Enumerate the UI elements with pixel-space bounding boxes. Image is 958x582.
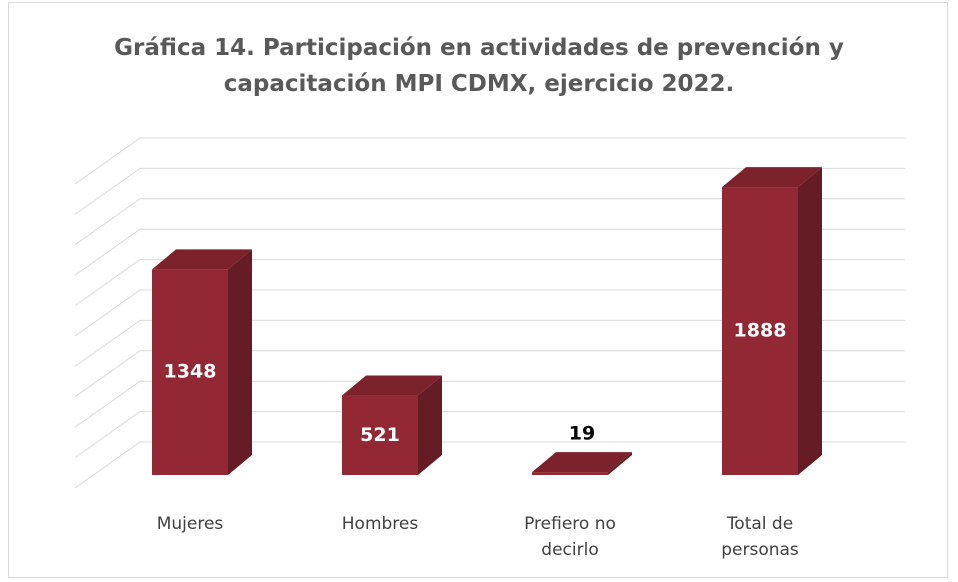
data-label: 1348 [164, 361, 217, 383]
chart-title: Gráfica 14. Participación en actividades… [114, 35, 844, 97]
grid-line [74, 350, 905, 398]
bar-side [798, 167, 822, 475]
bar-top [342, 375, 442, 396]
bar [532, 472, 608, 475]
grid-line [74, 380, 905, 428]
grid-line [74, 289, 905, 337]
grid-line [74, 259, 905, 307]
data-label: 521 [360, 424, 400, 446]
bar-top [532, 452, 632, 473]
x-tick-label: Hombres [341, 514, 419, 534]
x-tick-label: Prefiero no decirlo [524, 514, 616, 560]
grid-line [74, 228, 905, 276]
grid-line [74, 411, 905, 459]
bar-side [608, 452, 632, 475]
grid-line [74, 137, 905, 185]
bar-top [152, 249, 252, 270]
bar-top [722, 167, 822, 188]
data-label: 1888 [734, 320, 787, 342]
data-label: 19 [569, 423, 595, 445]
chart-frame [8, 2, 948, 578]
grid-line [74, 198, 905, 246]
grid-line [74, 441, 905, 489]
x-tick-label: Total de personas [721, 514, 799, 560]
grid-line [74, 167, 905, 215]
x-tick-label: Mujeres [156, 514, 224, 534]
bar [152, 269, 228, 475]
grid-line [74, 319, 905, 367]
bar-side [228, 249, 252, 475]
bar-side [418, 375, 442, 475]
bar [342, 395, 418, 475]
bar [722, 187, 798, 475]
